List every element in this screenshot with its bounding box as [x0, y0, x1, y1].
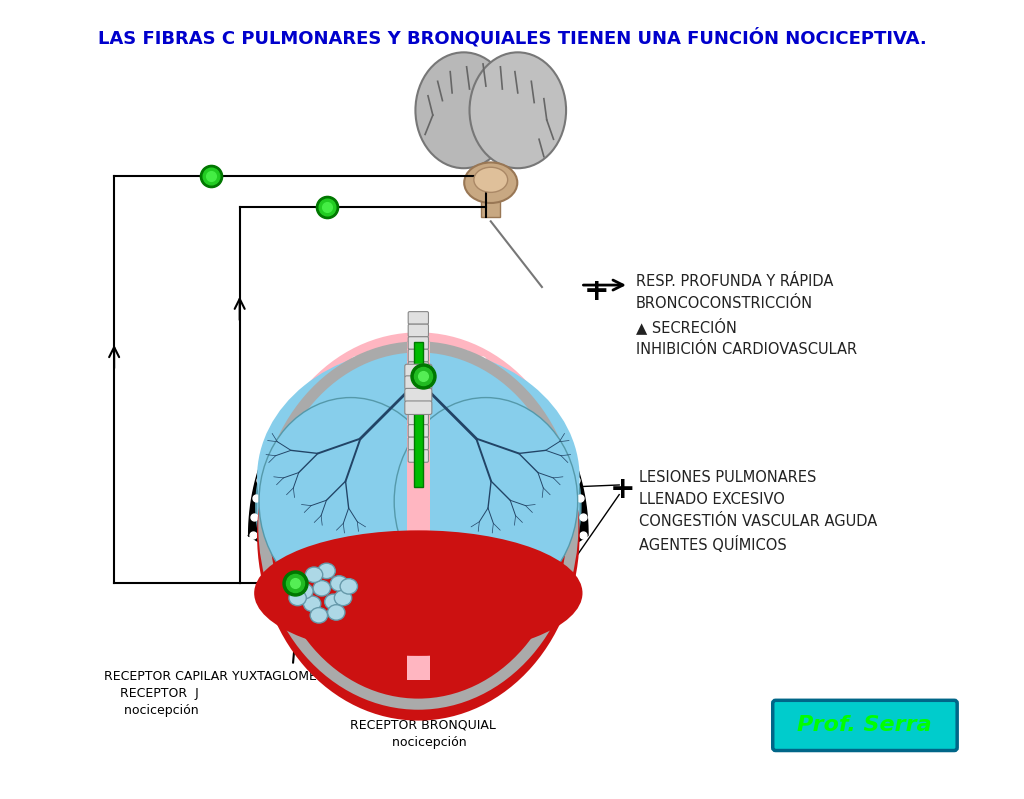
FancyBboxPatch shape — [409, 400, 428, 412]
FancyBboxPatch shape — [409, 412, 428, 424]
Text: +: + — [584, 277, 609, 306]
Text: LAS FIBRAS C PULMONARES Y BRONQUIALES TIENEN UNA FUNCIÓN NOCICEPTIVA.: LAS FIBRAS C PULMONARES Y BRONQUIALES TI… — [97, 28, 927, 48]
Ellipse shape — [296, 583, 313, 599]
Ellipse shape — [416, 53, 512, 169]
Ellipse shape — [257, 350, 580, 721]
FancyBboxPatch shape — [409, 437, 428, 450]
FancyBboxPatch shape — [404, 364, 432, 378]
FancyBboxPatch shape — [404, 376, 432, 389]
Ellipse shape — [328, 605, 345, 620]
FancyBboxPatch shape — [409, 312, 428, 324]
Ellipse shape — [254, 531, 583, 656]
Ellipse shape — [289, 590, 306, 606]
Ellipse shape — [259, 332, 578, 699]
Ellipse shape — [313, 581, 331, 596]
FancyBboxPatch shape — [409, 336, 428, 349]
FancyBboxPatch shape — [409, 450, 428, 463]
Ellipse shape — [331, 576, 348, 591]
Ellipse shape — [334, 590, 351, 606]
Ellipse shape — [257, 348, 580, 607]
FancyBboxPatch shape — [409, 387, 428, 400]
FancyBboxPatch shape — [409, 375, 428, 387]
Ellipse shape — [474, 167, 508, 193]
Ellipse shape — [340, 578, 357, 594]
Ellipse shape — [310, 607, 328, 623]
FancyBboxPatch shape — [409, 324, 428, 336]
Text: LESIONES PULMONARES
LLENADO EXCESIVO
CONGESTIÓN VASCULAR AGUDA
AGENTES QUÍMICOS: LESIONES PULMONARES LLENADO EXCESIVO CON… — [639, 471, 877, 554]
Ellipse shape — [256, 396, 450, 618]
Polygon shape — [249, 342, 588, 632]
FancyBboxPatch shape — [773, 700, 957, 750]
Ellipse shape — [259, 398, 442, 605]
FancyBboxPatch shape — [404, 388, 432, 402]
Bar — [407, 342, 430, 680]
FancyBboxPatch shape — [409, 349, 428, 362]
FancyBboxPatch shape — [409, 424, 428, 437]
Ellipse shape — [305, 567, 323, 582]
Bar — [414, 342, 423, 487]
Ellipse shape — [464, 162, 517, 203]
Ellipse shape — [317, 563, 335, 578]
Ellipse shape — [325, 594, 342, 610]
Ellipse shape — [387, 396, 581, 618]
Ellipse shape — [303, 596, 321, 611]
Bar — [481, 193, 501, 217]
Text: Prof. Serra: Prof. Serra — [797, 715, 932, 735]
Ellipse shape — [470, 53, 566, 169]
Text: RESP. PROFUNDA Y RÁPIDA
BRONCOCONSTRICCIÓN
▲ SECRECIÓN
INHIBICIÓN CARDIOVASCULAR: RESP. PROFUNDA Y RÁPIDA BRONCOCONSTRICCI… — [636, 274, 857, 357]
Text: +: + — [609, 475, 635, 504]
Ellipse shape — [394, 398, 578, 605]
Text: RECEPTOR CAPILAR YUXTAGLOMERULAR
    RECEPTOR  J
     nocicepción: RECEPTOR CAPILAR YUXTAGLOMERULAR RECEPTO… — [104, 670, 359, 718]
Text: RECEPTOR BRONQUIAL
   nocicepción: RECEPTOR BRONQUIAL nocicepción — [350, 718, 496, 749]
FancyBboxPatch shape — [409, 362, 428, 375]
FancyBboxPatch shape — [404, 401, 432, 415]
